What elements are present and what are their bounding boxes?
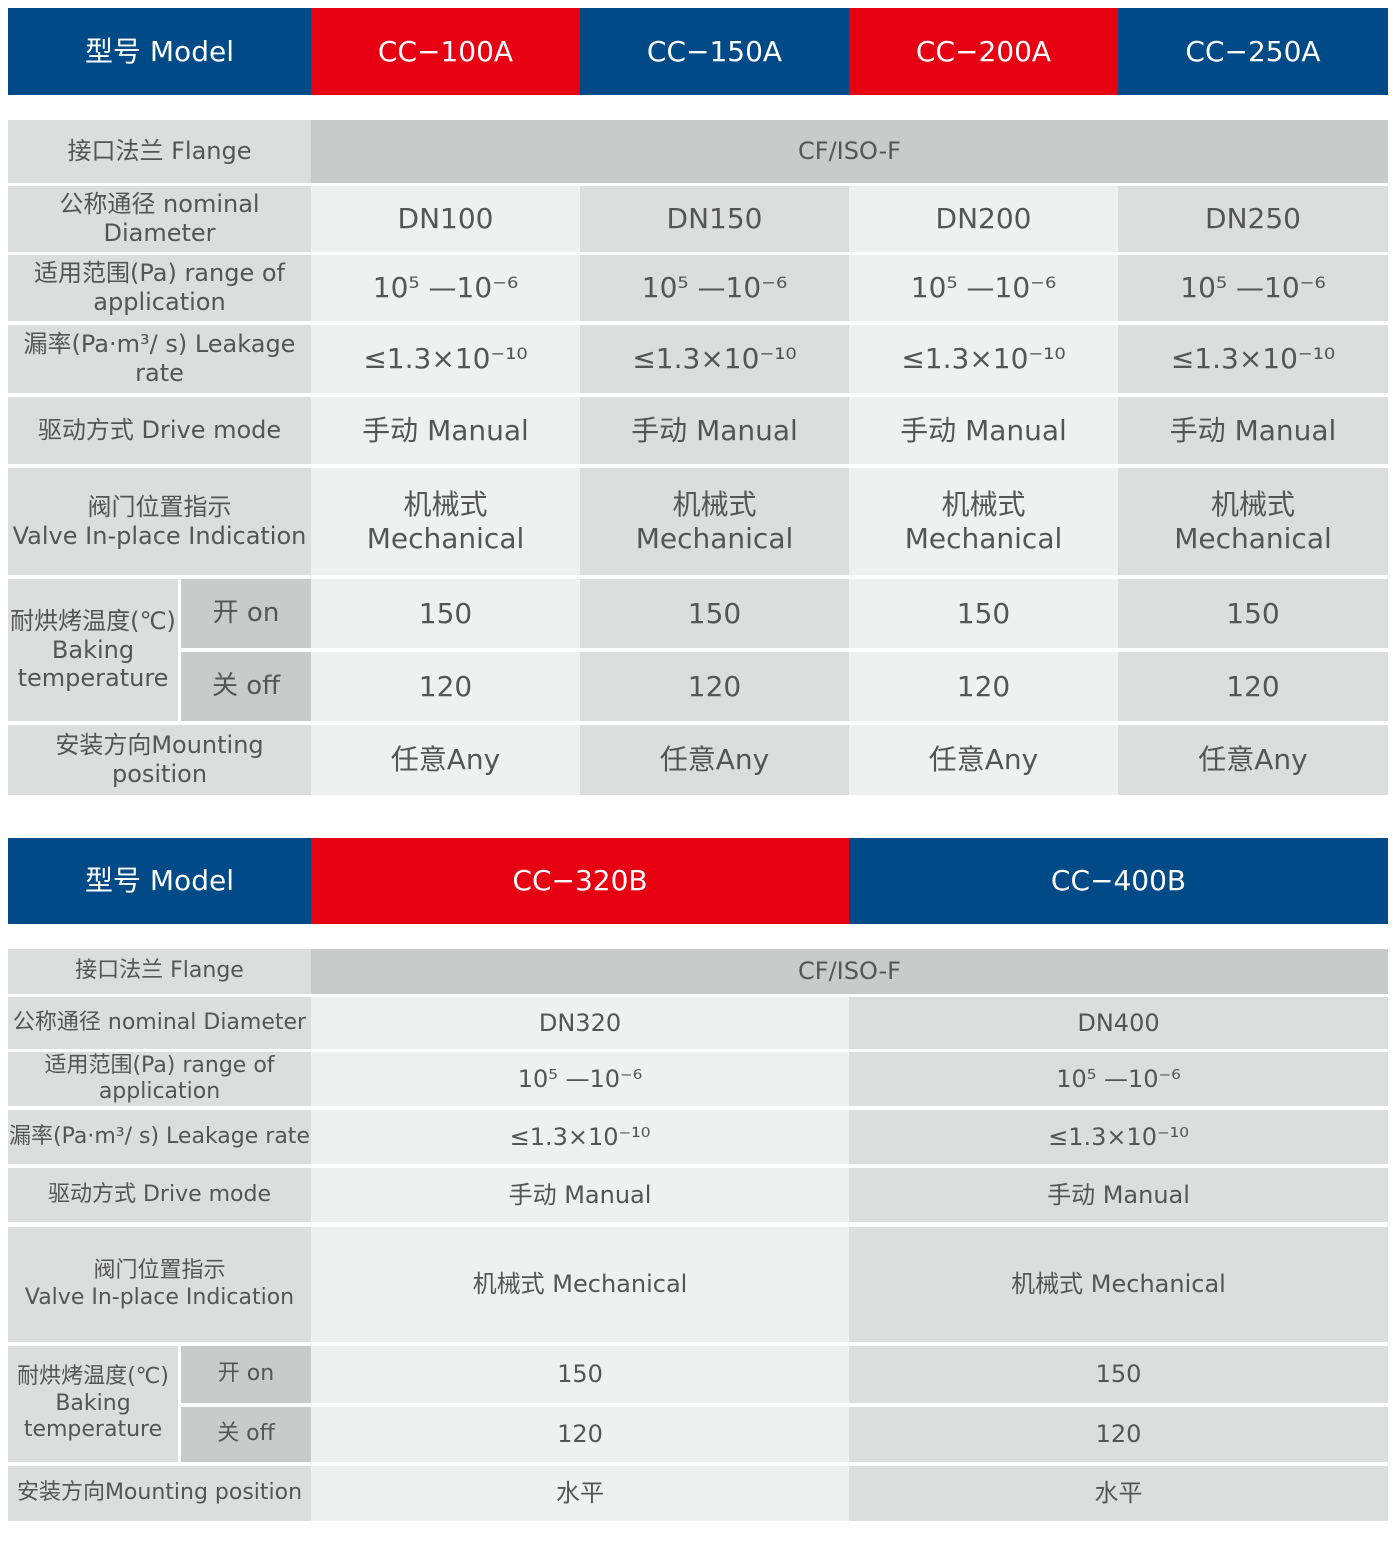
baking-on-cell: 150 (849, 1346, 1388, 1403)
drive-cell: 手动 Manual (849, 397, 1118, 464)
drive-cell: 手动 Manual (1118, 397, 1388, 464)
leakage-cell: ≤1.3×10⁻¹⁰ (311, 1110, 849, 1164)
row-label-baking: 耐烘烤温度(℃) Baking temperature (8, 1346, 178, 1462)
row-label-valve: 阀门位置指示 Valve In-place Indication (8, 468, 311, 575)
diameter-cell: DN320 (311, 997, 849, 1049)
row-label-drive: 驱动方式 Drive mode (8, 1168, 311, 1222)
row-label-leakage: 漏率(Pa·m³/ s) Leakage rate (8, 325, 311, 393)
drive-cell: 手动 Manual (580, 397, 849, 464)
drive-cell: 手动 Manual (311, 397, 580, 464)
model-header-CC−100A: CC−100A (311, 8, 580, 95)
baking-off-cell: 120 (849, 652, 1118, 721)
mounting-cell: 任意Any (311, 725, 580, 795)
diameter-cell: DN100 (311, 186, 580, 252)
row-label-flange: 接口法兰 Flange (8, 949, 311, 994)
range-cell: 10⁵ —10⁻⁶ (311, 1052, 849, 1106)
valve-cell: 机械式 Mechanical (580, 468, 849, 575)
row-label-diameter: 公称通径 nominal Diameter (8, 997, 311, 1049)
leakage-cell: ≤1.3×10⁻¹⁰ (580, 325, 849, 393)
model-header-label: 型号 Model (8, 838, 311, 924)
baking-off-cell: 120 (311, 1407, 849, 1462)
flange-value: CF/ISO-F (311, 949, 1388, 994)
baking-off-cell: 120 (580, 652, 849, 721)
baking-off-cell: 120 (311, 652, 580, 721)
baking-off-cell: 120 (1118, 652, 1388, 721)
baking-off-label: 关 off (181, 1407, 311, 1462)
diameter-cell: DN200 (849, 186, 1118, 252)
leakage-cell: ≤1.3×10⁻¹⁰ (1118, 325, 1388, 393)
valve-cell: 机械式 Mechanical (1118, 468, 1388, 575)
diameter-cell: DN250 (1118, 186, 1388, 252)
range-cell: 10⁵ —10⁻⁶ (1118, 255, 1388, 321)
mounting-cell: 任意Any (580, 725, 849, 795)
baking-on-cell: 150 (311, 579, 580, 648)
row-label-leakage: 漏率(Pa·m³/ s) Leakage rate (8, 1110, 311, 1164)
valve-cell: 机械式 Mechanical (311, 1227, 849, 1342)
model-header-CC−250A: CC−250A (1118, 8, 1388, 95)
range-cell: 10⁵ —10⁻⁶ (849, 255, 1118, 321)
diameter-cell: DN150 (580, 186, 849, 252)
range-cell: 10⁵ —10⁻⁶ (311, 255, 580, 321)
row-label-mounting: 安装方向Mounting position (8, 1466, 311, 1521)
row-label-flange: 接口法兰 Flange (8, 120, 311, 183)
valve-cell: 机械式 Mechanical (849, 1227, 1388, 1342)
row-label-mounting: 安装方向Mounting position (8, 725, 311, 795)
flange-value: CF/ISO-F (311, 120, 1388, 183)
valve-cell: 机械式 Mechanical (849, 468, 1118, 575)
mounting-cell: 任意Any (1118, 725, 1388, 795)
row-label-range: 适用范围(Pa) range of application (8, 255, 311, 321)
mounting-cell: 水平 (849, 1466, 1388, 1521)
row-label-range: 适用范围(Pa) range of application (8, 1052, 311, 1106)
model-header-CC−150A: CC−150A (580, 8, 849, 95)
baking-on-cell: 150 (849, 579, 1118, 648)
baking-on-cell: 150 (1118, 579, 1388, 648)
model-header-CC−200A: CC−200A (849, 8, 1118, 95)
row-label-baking: 耐烘烤温度(℃) Baking temperature (8, 579, 178, 721)
drive-cell: 手动 Manual (849, 1168, 1388, 1222)
row-label-diameter: 公称通径 nominal Diameter (8, 186, 311, 252)
baking-on-label: 开 on (181, 1346, 311, 1403)
range-cell: 10⁵ —10⁻⁶ (849, 1052, 1388, 1106)
leakage-cell: ≤1.3×10⁻¹⁰ (311, 325, 580, 393)
mounting-cell: 任意Any (849, 725, 1118, 795)
model-header-CC−400B: CC−400B (849, 838, 1388, 924)
drive-cell: 手动 Manual (311, 1168, 849, 1222)
baking-off-cell: 120 (849, 1407, 1388, 1462)
diameter-cell: DN400 (849, 997, 1388, 1049)
row-label-drive: 驱动方式 Drive mode (8, 397, 311, 464)
model-header-CC−320B: CC−320B (311, 838, 849, 924)
baking-on-cell: 150 (580, 579, 849, 648)
leakage-cell: ≤1.3×10⁻¹⁰ (849, 325, 1118, 393)
valve-cell: 机械式 Mechanical (311, 468, 580, 575)
mounting-cell: 水平 (311, 1466, 849, 1521)
baking-on-cell: 150 (311, 1346, 849, 1403)
leakage-cell: ≤1.3×10⁻¹⁰ (849, 1110, 1388, 1164)
baking-on-label: 开 on (181, 579, 311, 648)
baking-off-label: 关 off (181, 652, 311, 721)
range-cell: 10⁵ —10⁻⁶ (580, 255, 849, 321)
model-header-label: 型号 Model (8, 8, 311, 95)
row-label-valve: 阀门位置指示 Valve In-place Indication (8, 1227, 311, 1342)
